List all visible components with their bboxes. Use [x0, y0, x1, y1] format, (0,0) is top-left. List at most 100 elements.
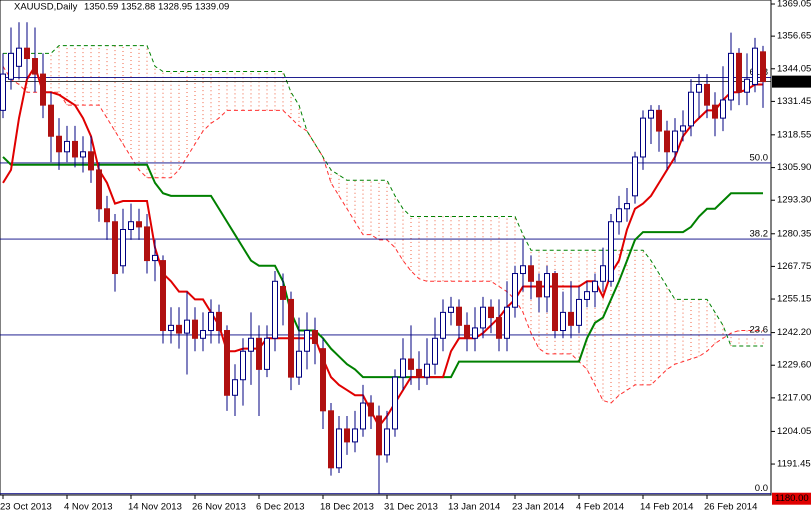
candle-body	[392, 376, 398, 430]
y-tick-label: 1204.05	[777, 426, 811, 437]
candle-body	[344, 428, 350, 443]
candle-body	[152, 254, 158, 262]
y-tick-label: 1267.75	[777, 261, 811, 272]
x-tick-label: 23 Oct 2013	[0, 502, 52, 513]
candle-body	[408, 358, 414, 370]
candle-body	[600, 265, 606, 282]
candle-body	[240, 350, 246, 381]
candle-body	[744, 78, 750, 93]
y-tick-label: 1229.60	[777, 360, 811, 371]
candle-body	[648, 109, 654, 119]
candle-body	[448, 306, 454, 313]
candle-body	[672, 130, 678, 153]
y-tick-label: 1242.20	[777, 327, 811, 338]
candle-body	[528, 265, 534, 282]
y-tick-label: 1318.55	[777, 129, 811, 140]
candle-body	[64, 140, 70, 153]
y-tick-label: 1356.65	[777, 31, 811, 42]
candle-body	[104, 208, 110, 223]
quote: 1350.59 1352.88 1328.95 1339.09	[84, 2, 229, 13]
candle-body	[736, 52, 742, 93]
candle-body	[224, 330, 230, 396]
candle-body	[464, 324, 470, 339]
candle-body	[368, 402, 374, 417]
candle-body	[440, 311, 446, 339]
candle-body	[520, 265, 526, 275]
last-price-label: 1339.09	[775, 76, 809, 87]
kijun-sen	[2, 156, 763, 379]
x-tick-label: 31 Dec 2013	[384, 502, 438, 513]
candle-body	[696, 83, 702, 93]
candle-body	[88, 151, 94, 171]
y-tick-label: 1293.30	[777, 195, 811, 206]
candle-body	[0, 73, 6, 111]
candle-body	[688, 91, 694, 127]
y-tick-label: 1280.35	[777, 228, 811, 239]
candle-body	[424, 363, 430, 378]
candle-body	[112, 221, 118, 275]
x-tick-label: 4 Feb 2014	[576, 502, 624, 513]
candle-body	[72, 140, 78, 158]
candle-body	[200, 330, 206, 339]
candle-body	[752, 47, 758, 85]
candle-body	[624, 203, 630, 210]
candle-body	[360, 402, 366, 430]
x-tick-label: 26 Nov 2013	[192, 502, 246, 513]
candle-body	[728, 52, 734, 101]
candle-body	[272, 280, 278, 339]
candle-body	[480, 306, 486, 329]
candle-body	[384, 428, 390, 456]
x-tick-label: 14 Feb 2014	[640, 502, 693, 513]
last-price-box	[772, 75, 811, 88]
candle-body	[432, 337, 438, 365]
candle-body	[456, 306, 462, 326]
candle-body	[664, 130, 670, 153]
candle-body	[352, 428, 358, 443]
fib-label: 23.6	[750, 324, 769, 335]
candle-body	[680, 125, 686, 132]
candle-body	[584, 291, 590, 300]
candle-body	[656, 109, 662, 132]
candle-body	[488, 306, 494, 319]
y-tick-label: 1369.05	[777, 0, 811, 10]
y-tick-label: 1191.45	[777, 459, 811, 470]
candle-body	[568, 311, 574, 326]
candle-body	[704, 83, 710, 106]
candle-body	[136, 221, 142, 228]
x-tick-label: 4 Nov 2013	[64, 502, 113, 513]
senkou-span-a	[2, 66, 763, 404]
senkou-span-b	[3, 45, 763, 347]
candle-body	[144, 226, 150, 262]
chart-title: XAUUSD,Daily	[14, 2, 78, 13]
candle-body	[376, 415, 382, 456]
candle-body	[160, 260, 166, 332]
x-tick-label: 18 Dec 2013	[320, 502, 374, 513]
candle-body	[184, 319, 190, 334]
low-marker-box	[772, 492, 811, 505]
candle-body	[56, 135, 62, 153]
x-tick-label: 14 Nov 2013	[128, 502, 182, 513]
candle-body	[328, 410, 334, 469]
y-tick-label: 1344.05	[777, 63, 811, 74]
candle-body	[336, 428, 342, 469]
candle-body	[304, 330, 310, 352]
x-tick-label: 23 Jan 2014	[512, 502, 564, 513]
candle-body	[640, 117, 646, 158]
candle-body	[176, 324, 182, 334]
candle-body	[168, 324, 174, 332]
fib-label: 50.0	[750, 152, 769, 163]
candle-body	[608, 221, 614, 282]
candle-body	[536, 280, 542, 298]
candle-body	[560, 311, 566, 332]
candle-body	[552, 273, 558, 332]
candle-body	[24, 47, 30, 60]
candle-body	[592, 280, 598, 293]
candle-body	[296, 350, 302, 378]
candle-body	[40, 73, 46, 106]
candle-body	[48, 104, 54, 137]
y-tick-label: 1255.15	[777, 294, 811, 305]
y-tick-label: 1305.90	[777, 162, 811, 173]
candle-body	[576, 298, 582, 326]
